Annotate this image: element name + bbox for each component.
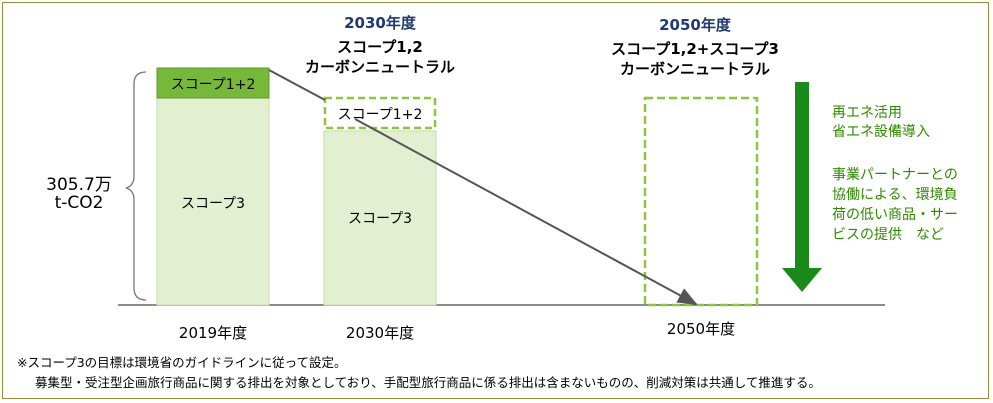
measure-line1: 再エネ活用 bbox=[832, 105, 902, 121]
axis-year-2050: 2050年度 bbox=[666, 320, 736, 338]
measure-line2: 省エネ設備導入 bbox=[832, 124, 930, 140]
measure-line4: 協働による、環境負 bbox=[832, 187, 958, 203]
bar-2030-scope3 bbox=[323, 130, 437, 306]
measure-line6: ビスの提供 など bbox=[832, 227, 944, 243]
reduction-arrow bbox=[782, 82, 822, 292]
bar-2030-scope3-label: スコープ3 bbox=[347, 211, 413, 227]
header-2030-line2: カーボンニュートラル bbox=[304, 58, 455, 76]
measure-line5: 荷の低い商品・サー bbox=[832, 207, 958, 223]
note-line1: ※スコープ3の目標は環境省のガイドラインに従って設定。 bbox=[17, 355, 347, 370]
bar-2050-dashed bbox=[643, 96, 759, 307]
total-value: 305.7万 bbox=[46, 175, 112, 195]
bar-2019-scope12-label: スコープ1+2 bbox=[170, 77, 256, 93]
axis-year-2030: 2030年度 bbox=[345, 324, 415, 342]
axis-year-2019: 2019年度 bbox=[178, 324, 248, 342]
header-2030-line1: スコープ1,2 bbox=[337, 38, 423, 56]
bar-2030-scope12-label: スコープ1+2 bbox=[337, 107, 423, 123]
header-2050-line1: スコープ1,2+スコープ3 bbox=[611, 40, 779, 58]
trend-arrow-2030-2050 bbox=[354, 118, 698, 305]
bar-2019-scope12 bbox=[156, 67, 270, 99]
measure-line3: 事業パートナーとの bbox=[832, 167, 958, 183]
trend-line-2019-2030 bbox=[268, 69, 326, 101]
bar-2030-scope12-dashed bbox=[323, 96, 437, 130]
bar-2019-scope3-label: スコープ3 bbox=[180, 196, 246, 212]
header-2050-line2: カーボンニュートラル bbox=[619, 60, 770, 78]
header-2030-year: 2030年度 bbox=[344, 14, 416, 32]
header-2050-year: 2050年度 bbox=[659, 16, 731, 34]
note-line2: 募集型・受注型企画旅行商品に関する排出を対象としており、手配型旅行商品に係る排出… bbox=[35, 375, 821, 390]
total-unit: t-CO2 bbox=[54, 193, 104, 213]
total-brace bbox=[125, 71, 147, 301]
